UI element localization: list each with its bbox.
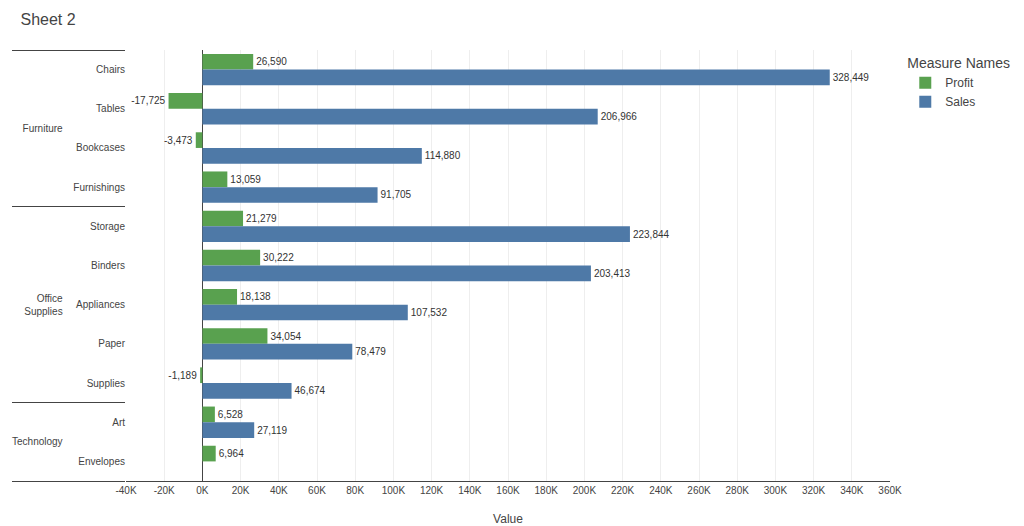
- svg-text:60K: 60K: [308, 485, 326, 496]
- svg-text:40K: 40K: [270, 485, 288, 496]
- svg-text:Sheet 2: Sheet 2: [20, 11, 75, 28]
- svg-text:328,449: 328,449: [833, 72, 870, 83]
- svg-text:-17,725: -17,725: [131, 95, 165, 106]
- svg-text:46,674: 46,674: [295, 385, 326, 396]
- svg-text:Art: Art: [112, 417, 125, 428]
- svg-text:160K: 160K: [496, 485, 520, 496]
- svg-text:-20K: -20K: [154, 485, 175, 496]
- svg-text:107,532: 107,532: [411, 307, 448, 318]
- svg-text:Value: Value: [493, 512, 523, 526]
- svg-text:300K: 300K: [764, 485, 788, 496]
- svg-text:223,844: 223,844: [633, 229, 670, 240]
- svg-text:Supplies: Supplies: [87, 378, 125, 389]
- svg-text:140K: 140K: [458, 485, 482, 496]
- svg-text:6,964: 6,964: [219, 448, 244, 459]
- svg-text:320K: 320K: [802, 485, 826, 496]
- svg-text:-3,473: -3,473: [164, 135, 193, 146]
- svg-text:360K: 360K: [878, 485, 902, 496]
- svg-text:6,528: 6,528: [218, 409, 243, 420]
- svg-text:Chairs: Chairs: [96, 64, 125, 75]
- svg-text:Paper: Paper: [98, 338, 125, 349]
- svg-text:Binders: Binders: [91, 260, 125, 271]
- svg-text:-1,189: -1,189: [168, 370, 197, 381]
- svg-text:80K: 80K: [346, 485, 364, 496]
- svg-text:78,479: 78,479: [355, 346, 386, 357]
- svg-text:340K: 340K: [840, 485, 864, 496]
- svg-text:180K: 180K: [535, 485, 559, 496]
- svg-text:Technology: Technology: [12, 436, 63, 447]
- svg-text:13,059: 13,059: [230, 174, 261, 185]
- svg-text:260K: 260K: [687, 485, 711, 496]
- svg-text:120K: 120K: [420, 485, 444, 496]
- svg-text:220K: 220K: [611, 485, 635, 496]
- svg-text:Tables: Tables: [96, 103, 125, 114]
- svg-text:30,222: 30,222: [263, 252, 294, 263]
- svg-text:20K: 20K: [232, 485, 250, 496]
- svg-text:OfficeSupplies: OfficeSupplies: [24, 293, 63, 317]
- svg-text:Storage: Storage: [90, 221, 125, 232]
- svg-text:Appliances: Appliances: [76, 299, 125, 310]
- svg-text:240K: 240K: [649, 485, 673, 496]
- svg-text:100K: 100K: [382, 485, 406, 496]
- svg-text:0K: 0K: [196, 485, 209, 496]
- svg-text:Furniture: Furniture: [23, 123, 63, 134]
- svg-text:200K: 200K: [573, 485, 597, 496]
- svg-text:206,966: 206,966: [601, 111, 638, 122]
- svg-text:-40K: -40K: [115, 485, 136, 496]
- svg-text:21,279: 21,279: [246, 213, 277, 224]
- svg-text:27,119: 27,119: [257, 425, 287, 436]
- svg-text:91,705: 91,705: [381, 189, 412, 200]
- svg-text:34,054: 34,054: [270, 331, 301, 342]
- svg-text:26,590: 26,590: [256, 56, 287, 67]
- svg-text:18,138: 18,138: [240, 291, 271, 302]
- svg-text:Envelopes: Envelopes: [78, 456, 125, 467]
- svg-text:Measure Names: Measure Names: [907, 55, 1010, 71]
- svg-text:203,413: 203,413: [594, 268, 631, 279]
- svg-text:Furnishings: Furnishings: [73, 182, 125, 193]
- svg-text:Profit: Profit: [945, 76, 974, 90]
- svg-text:Sales: Sales: [945, 95, 975, 109]
- svg-text:280K: 280K: [726, 485, 750, 496]
- svg-text:Bookcases: Bookcases: [76, 142, 125, 153]
- svg-text:114,880: 114,880: [425, 150, 461, 161]
